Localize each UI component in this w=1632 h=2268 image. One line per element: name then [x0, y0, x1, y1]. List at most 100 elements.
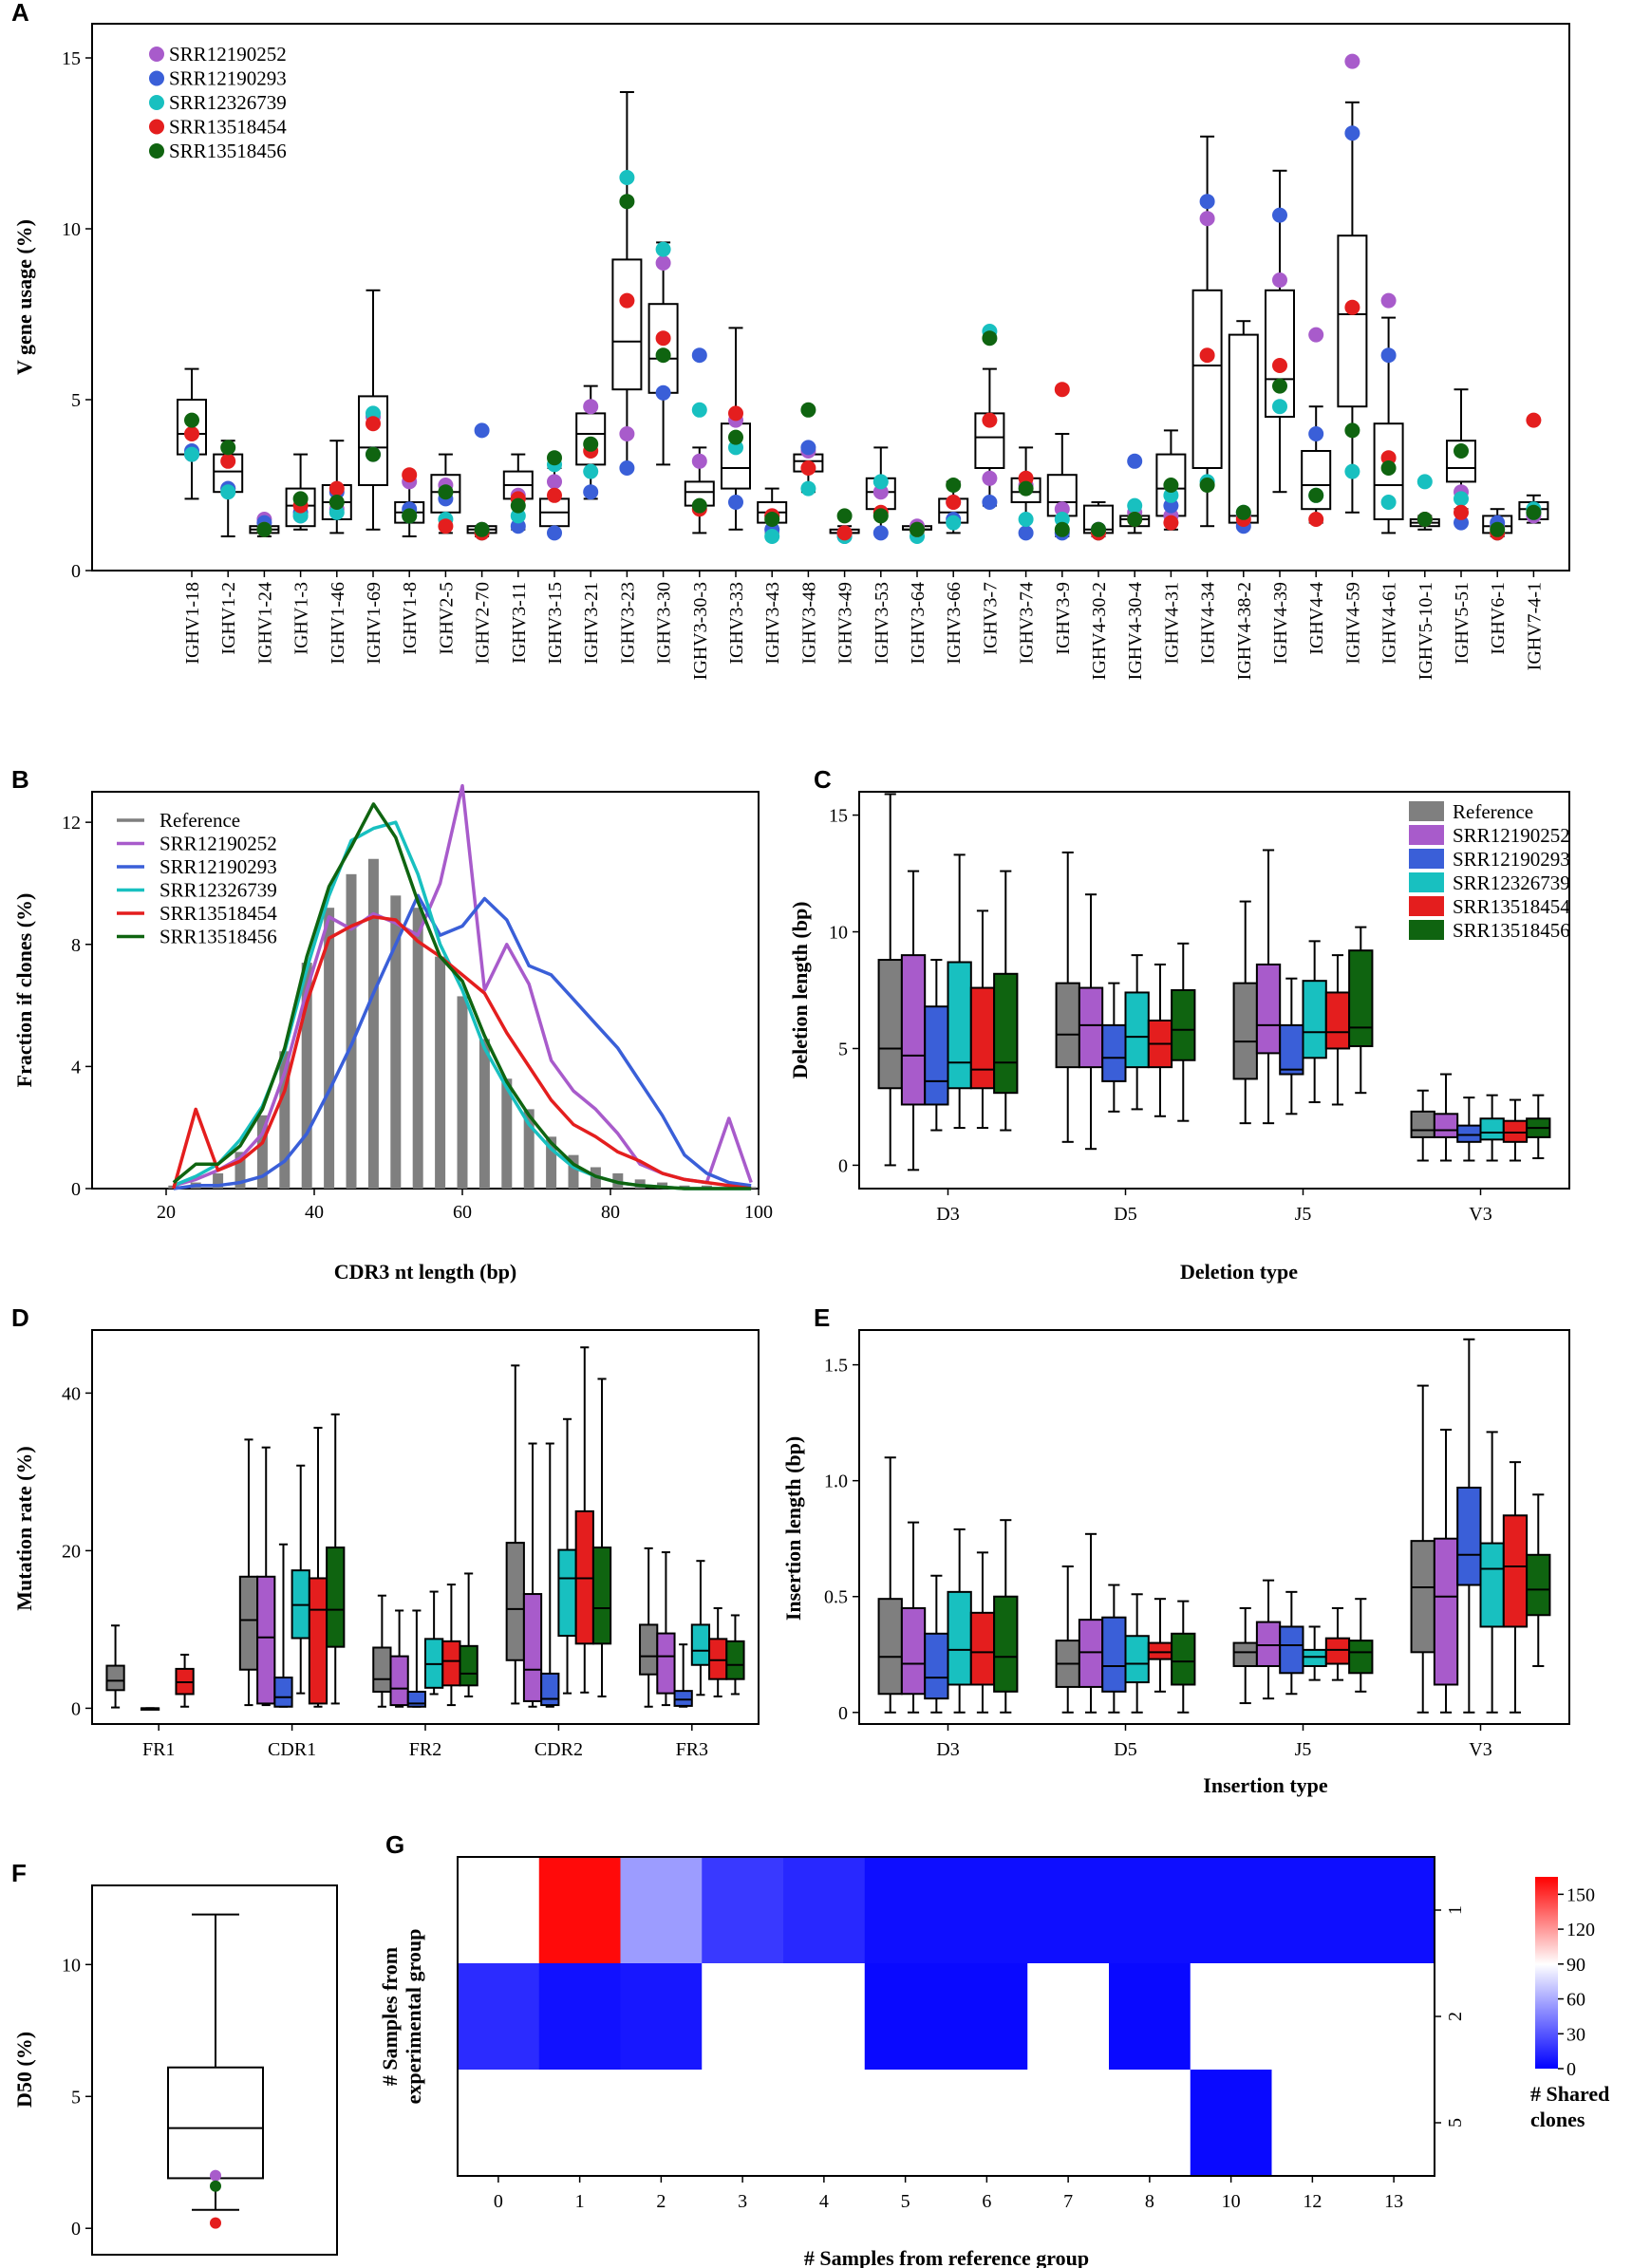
point-srr13518454 — [184, 426, 199, 441]
point-srr13518456 — [402, 508, 418, 524]
box-iqr — [708, 1638, 728, 1680]
box-iqr — [1171, 1632, 1196, 1686]
point-srr13518456 — [872, 508, 889, 524]
box-iqr — [639, 1623, 659, 1676]
box-d3-0 — [877, 793, 903, 1167]
heat-cell — [783, 1857, 866, 1964]
box-iqr — [877, 959, 903, 1090]
x-tick-label-ighv3-48: IGHV3-48 — [798, 582, 819, 665]
point-srr12190293 — [1308, 426, 1324, 441]
legend-patch-srr13518456 — [1409, 920, 1444, 940]
box-iqr — [1255, 963, 1282, 1055]
y-tick-label: 20 — [62, 1541, 81, 1562]
box-iqr — [540, 1672, 560, 1707]
x-tick-label-d5: D5 — [1114, 1204, 1136, 1225]
point-srr12190293 — [691, 347, 707, 364]
box-iqr — [285, 487, 316, 528]
box-j5-3 — [1302, 940, 1327, 1104]
box-iqr — [459, 1644, 478, 1687]
box-v3-3 — [1479, 1431, 1505, 1714]
y-tick-label: 0 — [71, 1179, 81, 1200]
y-axis-label-line1: # Samples from — [378, 1947, 402, 2086]
y-tick-label: 5 — [71, 390, 81, 411]
point-srr12190293 — [547, 525, 562, 541]
legend-marker-srr12190293 — [149, 70, 164, 86]
legend-label-reference: Reference — [1453, 800, 1533, 823]
box-iqr — [372, 1646, 392, 1693]
point-srr12190252 — [1344, 53, 1360, 69]
x-tick-label: 4 — [819, 2191, 829, 2212]
box-iqr — [1228, 333, 1259, 524]
legend-label-srr12190293: SRR12190293 — [1453, 848, 1570, 871]
point-srr12190252 — [1380, 292, 1397, 309]
point-srr12326739 — [220, 484, 236, 500]
x-tick-label-ighv4-61: IGHV4-61 — [1379, 582, 1400, 665]
box-iqr — [1124, 1635, 1150, 1684]
bar-reference — [412, 908, 423, 1189]
heat-cell — [1190, 1857, 1273, 1964]
x-tick-label-d5: D5 — [1114, 1739, 1136, 1760]
box-iqr — [1078, 986, 1104, 1069]
x-tick-label: 6 — [982, 2191, 991, 2212]
colorbar-tick-label: 90 — [1566, 1955, 1585, 1976]
legend-label-srr13518456: SRR13518456 — [169, 140, 287, 162]
line-srr13518456 — [172, 802, 752, 1190]
point-srr13518454 — [438, 518, 454, 534]
legend-patch-srr12326739 — [1409, 872, 1444, 892]
box-v3-0 — [1410, 1089, 1435, 1162]
point-srr13518454 — [1308, 512, 1324, 527]
heat-cell — [538, 1857, 622, 1964]
point-srr13518456 — [1163, 478, 1179, 493]
x-axis-label: Deletion type — [1180, 1260, 1298, 1284]
box-iqr — [1337, 234, 1368, 408]
point-srr13518456 — [1235, 504, 1251, 520]
y-tick-label: 12 — [62, 813, 81, 834]
box-v3-2 — [1456, 1097, 1482, 1162]
point-srr12326739 — [1454, 491, 1469, 507]
heat-cell — [864, 1857, 947, 1964]
box-d5-1 — [1078, 1532, 1104, 1714]
box-iqr — [1101, 1616, 1127, 1693]
point-srr12326739 — [946, 515, 962, 531]
heat-cell — [864, 2070, 947, 2177]
box-iqr — [725, 1640, 745, 1680]
x-tick-label-ighv2-70: IGHV2-70 — [473, 582, 494, 665]
point-srr12326739 — [691, 402, 707, 418]
y-tick-label: 5 — [1445, 2118, 1466, 2127]
x-tick-label-ighv3-11: IGHV3-11 — [509, 582, 530, 664]
point-srr12190293 — [1127, 453, 1143, 469]
point-srr12190252 — [982, 470, 998, 486]
heat-cell — [864, 1963, 947, 2071]
box-iqr — [1348, 949, 1374, 1048]
point-srr13518456 — [691, 497, 707, 514]
box-v3-4 — [1502, 1461, 1529, 1714]
bar-reference — [256, 1115, 268, 1189]
box-fr2-0 — [372, 1594, 392, 1708]
box-d3-5 — [993, 1519, 1019, 1714]
box-d5-3 — [1124, 954, 1150, 1111]
x-tick-label-ighv3-33: IGHV3-33 — [726, 582, 747, 665]
panel-label-e: E — [814, 1303, 830, 1332]
point-srr13518456 — [210, 2180, 221, 2192]
point-srr13518456 — [1054, 521, 1070, 537]
y-axis-label: Insertion length (bp) — [781, 1436, 805, 1621]
box-fr1-0 — [105, 1624, 125, 1709]
x-tick-label-ighv5-51: IGHV5-51 — [1452, 582, 1473, 665]
point-srr13518454 — [210, 2217, 221, 2229]
y-tick-label: 5 — [838, 1039, 848, 1059]
x-tick-label-ighv1-24: IGHV1-24 — [254, 582, 275, 665]
box-iqr — [1456, 1487, 1482, 1586]
point-srr13518454 — [366, 416, 381, 432]
box-d5-5 — [1171, 942, 1196, 1122]
box-iqr — [441, 1640, 461, 1687]
x-tick-label: 80 — [601, 1202, 620, 1223]
legend-label-srr13518454: SRR13518454 — [1453, 895, 1570, 918]
box-ighv4-39 — [1265, 169, 1295, 494]
legend-label-srr13518454: SRR13518454 — [159, 902, 277, 925]
point-srr12190252 — [547, 474, 562, 490]
y-tick-label: 2 — [1445, 2012, 1466, 2021]
box-cdr2-0 — [505, 1364, 525, 1705]
x-tick-label-ighv3-64: IGHV3-64 — [908, 582, 929, 665]
box-iqr — [1502, 1514, 1529, 1628]
box-iqr — [993, 1595, 1019, 1693]
